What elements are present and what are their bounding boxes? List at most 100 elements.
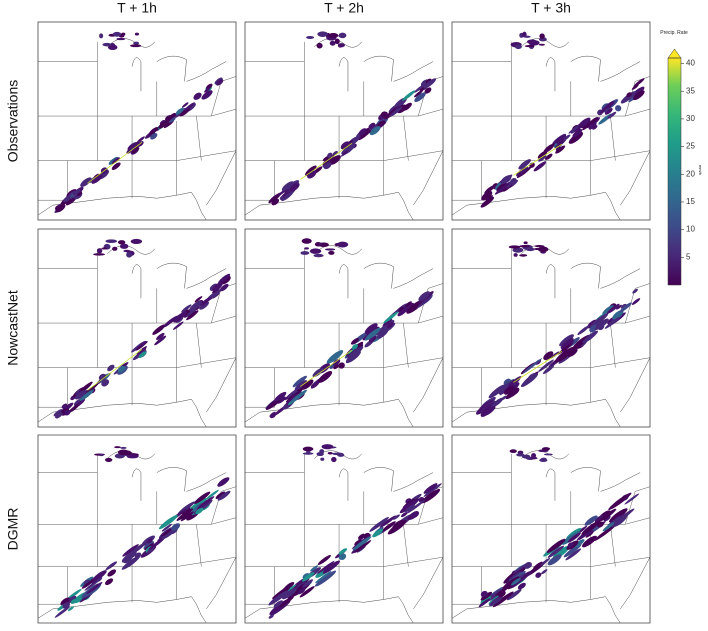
precip-cell	[175, 107, 184, 115]
precip-cell	[111, 157, 120, 164]
precip-cell	[136, 346, 147, 355]
precip-cell	[379, 515, 397, 528]
panel-frame	[451, 228, 651, 428]
precip-cell	[380, 111, 387, 117]
precip-cell	[79, 389, 94, 401]
precip-cell	[313, 253, 324, 258]
precip-cell	[193, 92, 202, 100]
precip-cell	[521, 454, 531, 459]
colorbar-tick-label: 10	[686, 225, 695, 234]
map-panel	[37, 21, 237, 221]
precip-cell	[274, 391, 287, 402]
precip-cell	[302, 452, 314, 455]
precip-cell	[199, 301, 209, 310]
precip-cell	[387, 322, 394, 328]
precip-cell	[123, 556, 133, 564]
precip-cell	[101, 379, 110, 387]
precip-cell	[559, 334, 574, 347]
precip-cell	[188, 497, 207, 512]
precip-cell	[517, 582, 526, 590]
precip-cell	[633, 90, 645, 101]
precip-cell	[392, 519, 404, 529]
precip-cell	[337, 43, 345, 48]
precip-cell	[116, 37, 126, 41]
precip-cell	[316, 452, 324, 457]
precip-cell	[167, 112, 176, 120]
precip-cell	[317, 242, 323, 245]
precip-cell	[538, 43, 545, 46]
precip-cell	[584, 515, 598, 526]
precip-cell	[540, 569, 548, 575]
precip-cell	[196, 496, 215, 510]
precip-cell	[63, 195, 72, 203]
precip-cell	[626, 92, 632, 98]
precip-cell	[328, 32, 339, 39]
precip-cell	[320, 457, 325, 461]
precip-cell	[513, 253, 518, 257]
precip-cell	[194, 296, 203, 303]
precip-cell	[206, 83, 213, 90]
colorbar-frame	[667, 57, 682, 286]
precip-cell	[217, 490, 231, 501]
precip-cell	[516, 166, 529, 177]
precip-cell	[516, 453, 525, 457]
precip-cell	[615, 105, 622, 112]
precip-cell	[510, 387, 520, 396]
colorbar-tick-label: 15	[686, 197, 695, 206]
precip-cell	[620, 91, 637, 104]
precip-cell	[289, 182, 300, 192]
precip-cell	[581, 520, 601, 535]
column-title: T + 1h	[117, 0, 157, 16]
precip-cell	[328, 250, 335, 255]
precip-cell	[543, 453, 553, 456]
panel-bg	[452, 22, 650, 220]
precip-cell	[399, 498, 420, 514]
colorbar-tick-label: 5	[686, 252, 691, 261]
precip-cell	[181, 304, 192, 313]
precip-cell	[307, 170, 317, 179]
precip-cell	[338, 553, 347, 561]
precip-cell	[533, 561, 543, 570]
precip-cell	[156, 332, 165, 340]
precip-cell	[64, 409, 71, 416]
precip-cell	[332, 359, 341, 366]
precip-cell	[215, 491, 226, 500]
precip-cell	[519, 245, 530, 248]
precip-cell	[119, 243, 129, 249]
map-panel	[451, 228, 651, 428]
precip-cell	[498, 590, 506, 598]
precip-cell	[105, 578, 114, 586]
precip-cell	[112, 31, 122, 37]
precip-cell	[129, 542, 146, 555]
precip-cell	[506, 589, 522, 601]
precip-cell	[309, 248, 322, 254]
precip-cell	[406, 499, 426, 514]
panel-bg	[38, 22, 236, 220]
precip-cell	[148, 537, 166, 550]
precip-cell	[212, 282, 223, 292]
precip-cell	[105, 457, 113, 463]
precip-cell	[405, 301, 412, 307]
precip-cell	[98, 373, 107, 381]
precip-cell	[323, 162, 332, 170]
precip-cell	[324, 248, 336, 251]
precip-cell	[321, 444, 334, 450]
precip-cell	[577, 325, 590, 336]
precip-cell	[582, 535, 597, 548]
precip-cell	[273, 600, 283, 608]
precip-cell	[533, 161, 547, 172]
precip-cell	[79, 381, 93, 393]
precip-cell	[423, 483, 438, 494]
precip-cell	[397, 307, 408, 317]
precip-cell	[294, 380, 308, 391]
precip-cell	[292, 375, 307, 388]
panel-frame	[451, 434, 651, 624]
precip-cell	[377, 120, 386, 128]
precip-cell	[117, 240, 126, 245]
precip-cell	[301, 238, 312, 244]
precip-cell	[86, 582, 103, 594]
panel-frame	[37, 434, 237, 624]
precip-cell	[541, 447, 551, 451]
colorbar-tick-label: 30	[686, 114, 695, 123]
